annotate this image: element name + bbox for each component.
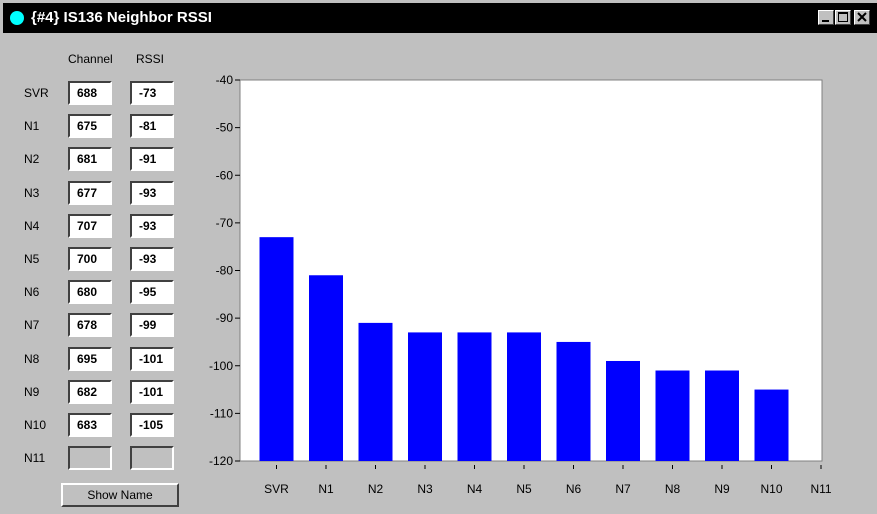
bar-n2	[358, 322, 393, 461]
x-tick-label: N9	[714, 482, 730, 496]
y-tick-label: -50	[216, 121, 234, 135]
y-tick-label: -110	[210, 406, 233, 420]
row-label: N9	[24, 385, 40, 399]
bar-n6	[556, 341, 591, 461]
row-label: N8	[24, 352, 40, 366]
x-tick-label: N1	[318, 482, 334, 496]
minimize-icon	[822, 20, 829, 22]
minimize-button[interactable]	[818, 10, 834, 25]
channel-field[interactable]: 688	[68, 81, 112, 105]
x-tick-label: N3	[417, 482, 433, 496]
rssi-field[interactable]: -93	[130, 181, 174, 205]
channel-field[interactable]: 680	[68, 280, 112, 304]
channel-field[interactable]	[68, 446, 112, 470]
y-tick-label: -120	[209, 454, 233, 468]
x-tick-label: N7	[615, 482, 631, 496]
close-button[interactable]	[854, 10, 870, 25]
bar-n1	[309, 275, 343, 461]
channel-field[interactable]: 675	[68, 114, 112, 138]
x-axis: SVR N1 N2 N3 N4 N5 N6 N7 N8 N9 N10 N11	[264, 465, 832, 496]
channel-field[interactable]: 682	[68, 380, 112, 404]
bar-svr	[259, 237, 294, 461]
y-tick-label: -80	[216, 264, 234, 278]
x-tick-label: N5	[516, 482, 532, 496]
rssi-field[interactable]: -101	[130, 380, 174, 404]
row-label: N4	[24, 219, 40, 233]
y-tick-label: -70	[216, 216, 234, 230]
bar-n8	[655, 370, 690, 461]
channel-field[interactable]: 707	[68, 214, 112, 238]
row-label: N1	[24, 119, 40, 133]
channel-field[interactable]: 700	[68, 247, 112, 271]
rssi-field[interactable]: -93	[130, 247, 174, 271]
x-tick-label: N10	[760, 482, 782, 496]
window-title: {#4} IS136 Neighbor RSSI	[31, 9, 212, 26]
y-tick-label: -90	[216, 311, 234, 325]
row-label: N11	[24, 451, 46, 465]
rssi-field[interactable]: -81	[130, 114, 174, 138]
x-tick-label: N11	[810, 482, 831, 496]
y-axis: -40 -50 -60 -70 -80 -90 -100 -110 -120	[209, 73, 240, 468]
rssi-field[interactable]: -105	[130, 413, 174, 437]
content-panel: Channel RSSI SVR 688 -73 N1 675 -81 N2 681 -91 N3…	[10, 37, 877, 514]
rssi-bar-chart: -40 -50 -60 -70 -80 -90 -100 -110 -120 SVR N1 N2 N3…	[209, 73, 832, 496]
x-tick-label: SVR	[264, 482, 289, 496]
rssi-field[interactable]: -99	[130, 313, 174, 337]
bar-n10	[754, 389, 789, 461]
channel-column-header: Channel	[68, 52, 113, 66]
row-label: N3	[24, 186, 40, 200]
maximize-button[interactable]	[835, 10, 851, 25]
x-tick-label: N8	[665, 482, 681, 496]
row-label: N10	[24, 418, 47, 432]
row-label: N7	[24, 318, 40, 332]
row-label: N6	[24, 285, 40, 299]
title-bar[interactable]: {#4} IS136 Neighbor RSSI	[3, 3, 877, 33]
show-name-button[interactable]: Show Name	[61, 483, 179, 507]
row-label: SVR	[24, 86, 49, 100]
x-tick-label: N6	[566, 482, 582, 496]
channel-field[interactable]: 677	[68, 181, 112, 205]
window-status-icon	[10, 11, 24, 25]
maximize-icon	[838, 12, 848, 22]
rssi-field[interactable]: -91	[130, 147, 174, 171]
close-icon	[857, 12, 867, 22]
rssi-field[interactable]: -95	[130, 280, 174, 304]
rssi-field[interactable]: -93	[130, 214, 174, 238]
bar-n3	[408, 332, 442, 461]
rssi-field[interactable]: -101	[130, 347, 174, 371]
bar-n7	[606, 360, 640, 461]
channel-field[interactable]: 681	[68, 147, 112, 171]
x-tick-label: N2	[368, 482, 384, 496]
x-tick-label: N4	[467, 482, 483, 496]
bar-n5	[507, 332, 541, 461]
row-label: N2	[24, 152, 40, 166]
row-label: N5	[24, 252, 40, 266]
rssi-field[interactable]	[130, 446, 174, 470]
rssi-field[interactable]: -73	[130, 81, 174, 105]
bar-n4	[457, 332, 492, 461]
channel-field[interactable]: 678	[68, 313, 112, 337]
bar-series	[259, 237, 789, 461]
y-tick-label: -60	[216, 168, 234, 182]
y-tick-label: -40	[216, 73, 234, 87]
bar-n9	[705, 370, 739, 461]
channel-field[interactable]: 695	[68, 347, 112, 371]
rssi-column-header: RSSI	[136, 52, 165, 66]
channel-field[interactable]: 683	[68, 413, 112, 437]
y-tick-label: -100	[209, 359, 233, 373]
